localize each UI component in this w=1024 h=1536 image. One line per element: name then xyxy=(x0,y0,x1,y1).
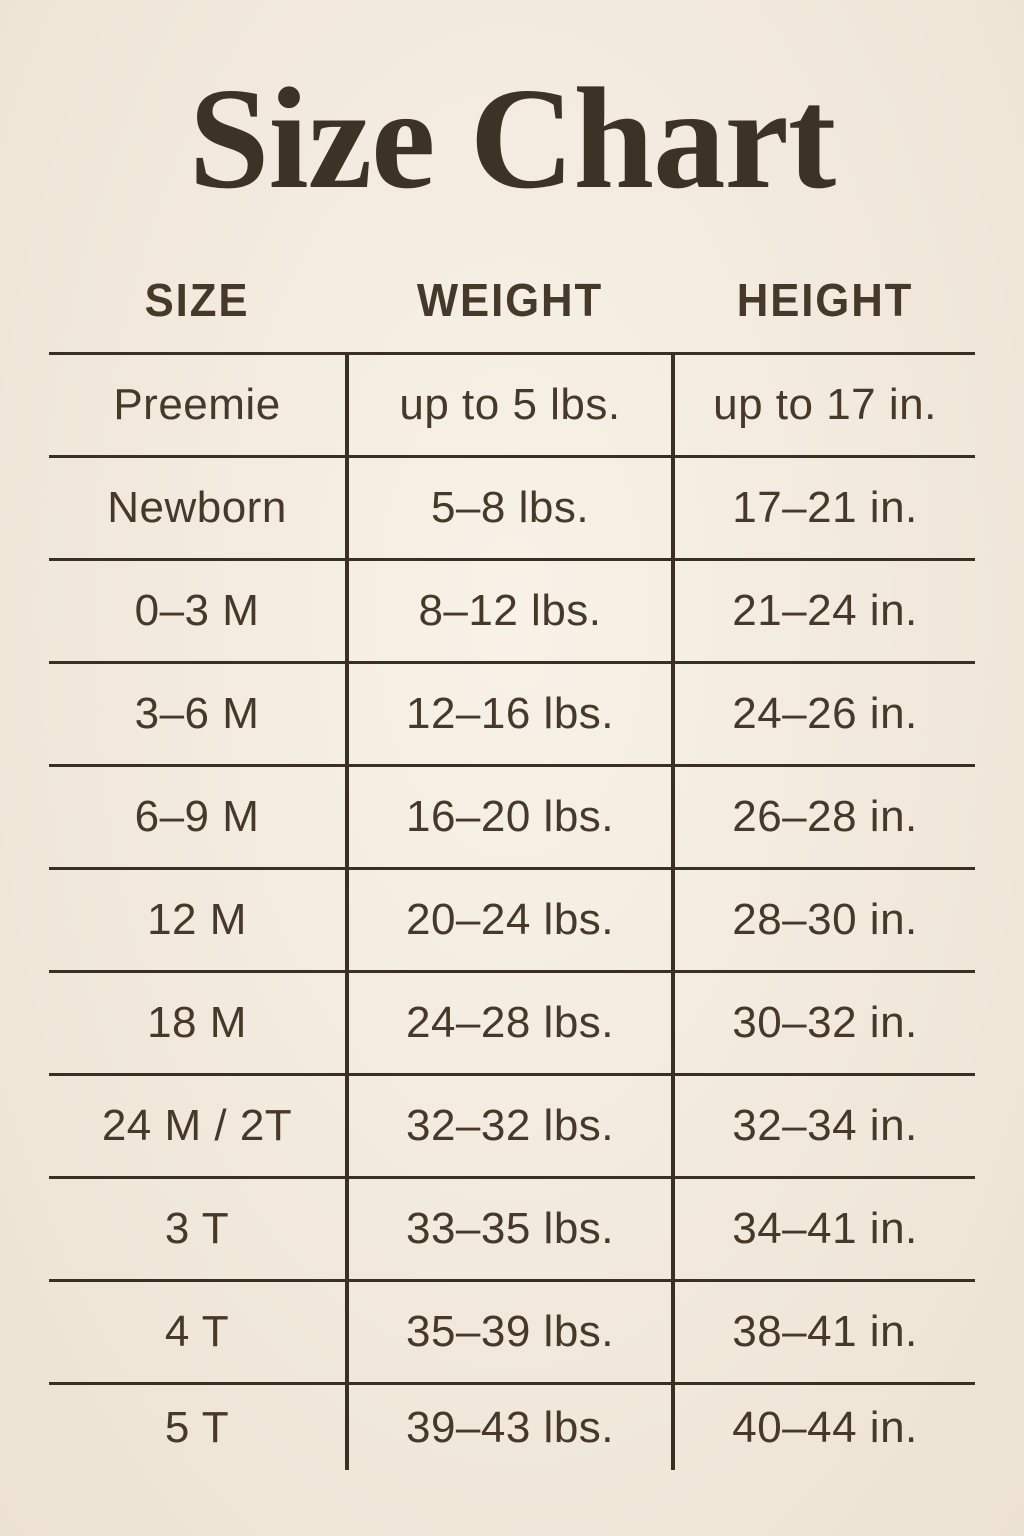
table-cell: 12–16 lbs. xyxy=(345,664,675,765)
table-row: 0–3 M 8–12 lbs. 21–24 in. xyxy=(49,558,975,662)
column-header-weight: WEIGHT xyxy=(416,273,604,326)
table-cell: up to 5 lbs. xyxy=(345,355,675,456)
table-row: 18 M 24–28 lbs. 30–32 in. xyxy=(49,970,975,1074)
table-cell: up to 17 in. xyxy=(713,380,937,430)
table-cell: 17–21 in. xyxy=(732,483,918,533)
table-cell: 28–30 in. xyxy=(732,895,918,945)
table-cell: 8–12 lbs. xyxy=(345,561,675,662)
size-table: SIZE WEIGHT HEIGHT Preemie up to 5 lbs. up… xyxy=(49,247,975,1471)
table-cell: 32–32 lbs. xyxy=(345,1076,675,1177)
table-cell: 38–41 in. xyxy=(732,1307,918,1357)
table-row: 12 M 20–24 lbs. 28–30 in. xyxy=(49,867,975,971)
table-cell: 20–24 lbs. xyxy=(345,870,675,971)
table-cell: 3–6 M xyxy=(134,689,260,739)
table-header-row: SIZE WEIGHT HEIGHT xyxy=(49,247,975,352)
column-header-height: HEIGHT xyxy=(736,273,914,326)
table-row: 6–9 M 16–20 lbs. 26–28 in. xyxy=(49,764,975,868)
table-row: 4 T 35–39 lbs. 38–41 in. xyxy=(49,1279,975,1383)
table-row: 3 T 33–35 lbs. 34–41 in. xyxy=(49,1176,975,1280)
table-cell: 18 M xyxy=(147,998,247,1048)
table-cell: 16–20 lbs. xyxy=(345,767,675,868)
table-cell: 12 M xyxy=(147,895,247,945)
table-cell: 24–26 in. xyxy=(732,689,918,739)
table-row: Newborn 5–8 lbs. 17–21 in. xyxy=(49,455,975,559)
table-row: 5 T 39–43 lbs. 40–44 in. xyxy=(49,1382,975,1471)
table-cell: Newborn xyxy=(107,483,287,533)
table-row: Preemie up to 5 lbs. up to 17 in. xyxy=(49,352,975,456)
column-header-size: SIZE xyxy=(144,273,250,326)
table-cell: Preemie xyxy=(113,380,281,430)
table-cell: 40–44 in. xyxy=(732,1402,918,1452)
table-cell: 3 T xyxy=(164,1204,230,1254)
table-cell: 39–43 lbs. xyxy=(345,1385,675,1471)
table-cell: 5–8 lbs. xyxy=(345,458,675,559)
table-cell: 24–28 lbs. xyxy=(345,973,675,1074)
table-cell: 24 M / 2T xyxy=(101,1101,293,1151)
table-cell: 32–34 in. xyxy=(732,1101,918,1151)
size-chart-page: Size Chart SIZE WEIGHT HEIGHT Preemie up … xyxy=(49,59,975,1471)
table-cell: 4 T xyxy=(164,1307,230,1357)
page-title: Size Chart xyxy=(188,59,836,219)
table-cell: 21–24 in. xyxy=(732,586,918,636)
table-cell: 30–32 in. xyxy=(732,998,918,1048)
table-row: 3–6 M 12–16 lbs. 24–26 in. xyxy=(49,661,975,765)
table-cell: 35–39 lbs. xyxy=(345,1282,675,1383)
table-cell: 0–3 M xyxy=(134,586,260,636)
table-cell: 26–28 in. xyxy=(732,792,918,842)
table-body: Preemie up to 5 lbs. up to 17 in. Newborn 5–… xyxy=(49,352,975,1471)
table-cell: 6–9 M xyxy=(134,792,260,842)
table-cell: 33–35 lbs. xyxy=(345,1179,675,1280)
table-row: 24 M / 2T 32–32 lbs. 32–34 in. xyxy=(49,1073,975,1177)
table-cell: 34–41 in. xyxy=(732,1204,918,1254)
table-cell: 5 T xyxy=(164,1402,230,1452)
